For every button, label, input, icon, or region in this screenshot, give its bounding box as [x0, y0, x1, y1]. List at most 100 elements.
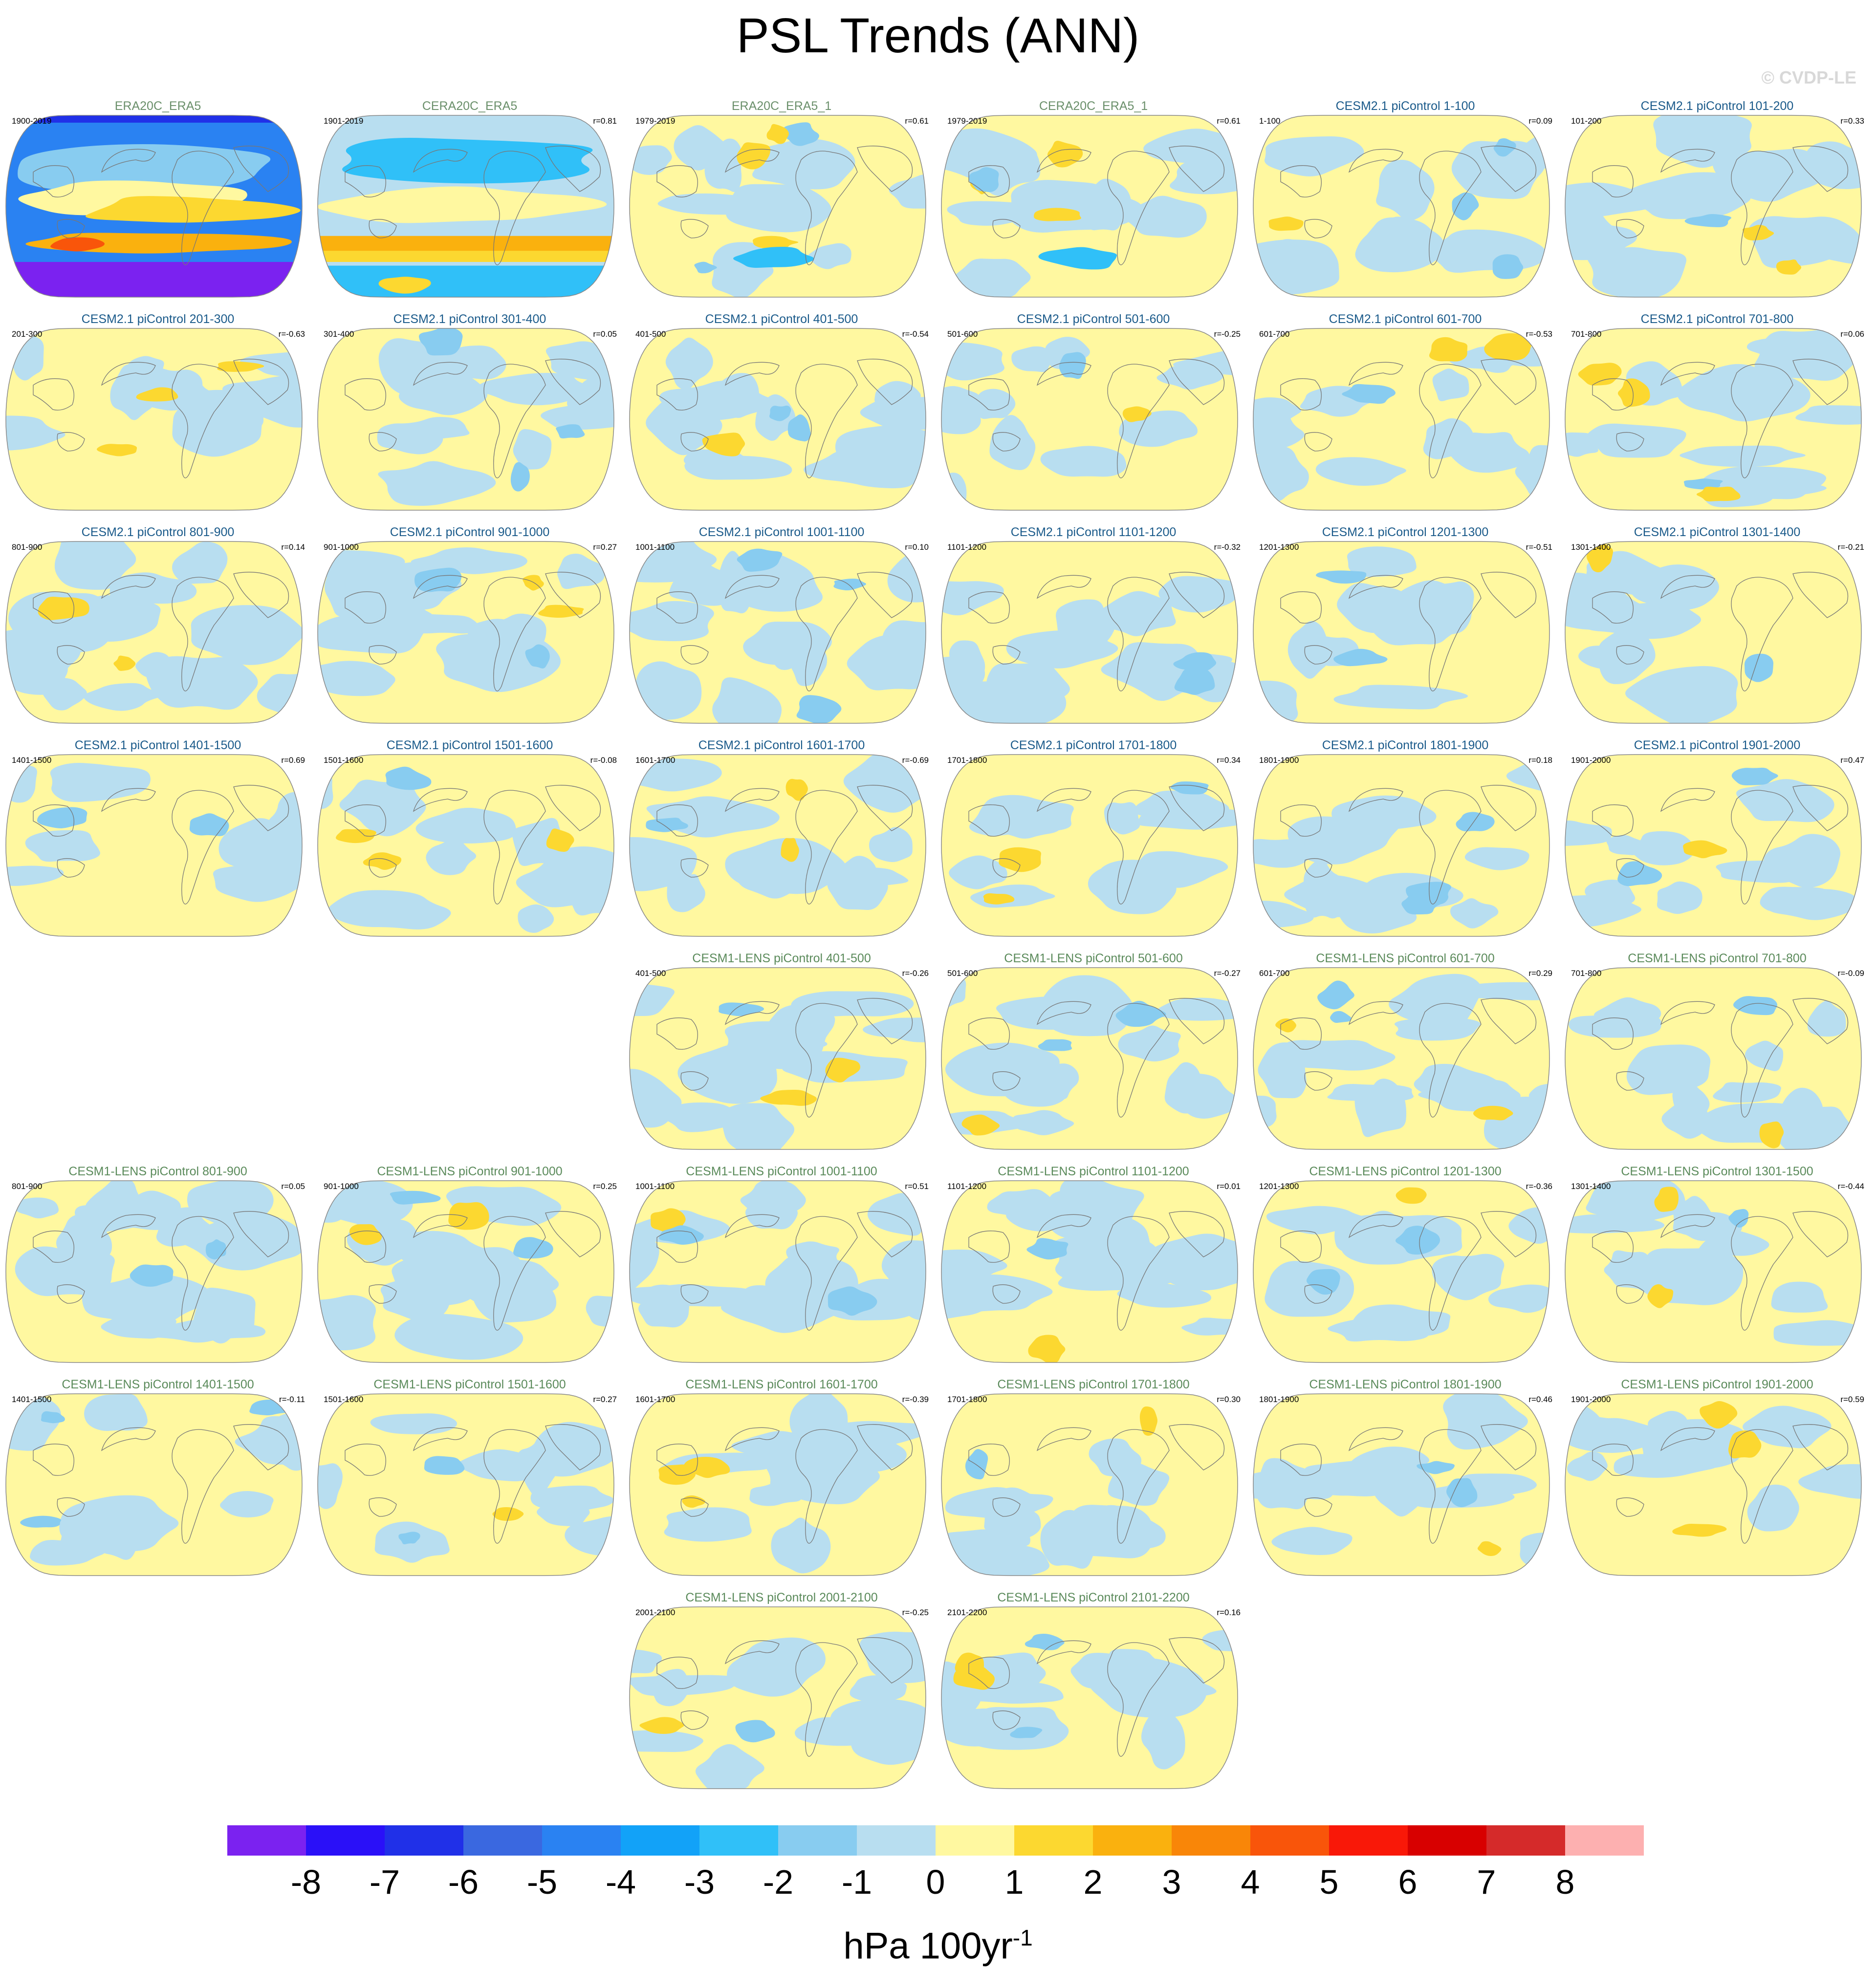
trend-region	[1173, 349, 1238, 376]
colorbar-tick-label: 2	[1084, 1863, 1103, 1901]
coastline	[724, 1640, 780, 1665]
trend-region	[941, 473, 967, 510]
panel-correlation: r=0.09	[1528, 116, 1552, 126]
panel-years: 1601-1700	[635, 756, 676, 765]
coastline	[1169, 146, 1225, 192]
trend-region	[1807, 1000, 1846, 1037]
coastline	[857, 1424, 913, 1471]
coastline	[413, 788, 468, 812]
map-border	[1565, 1393, 1862, 1576]
panel-correlation: r=0.10	[905, 542, 929, 552]
trend-region	[328, 890, 451, 930]
page-title: PSL Trends (ANN)	[736, 8, 1140, 63]
robinson-map	[1253, 754, 1550, 937]
coastline	[1616, 645, 1644, 665]
trend-extreme	[1759, 1121, 1784, 1148]
trend-field	[1253, 968, 1549, 1149]
trend-region	[191, 605, 302, 665]
map-border	[5, 754, 303, 937]
coastline	[345, 591, 386, 624]
panel-correlation: r=-0.54	[902, 329, 929, 339]
trend-extreme	[1026, 1238, 1069, 1260]
coastline	[1280, 591, 1322, 624]
trend-extreme	[1586, 541, 1614, 573]
coastline	[413, 1427, 468, 1451]
robinson-map	[629, 1180, 926, 1363]
map-panel: CESM2.1 piControl 1-100 1-100 r=0.09	[1251, 99, 1559, 314]
trend-region	[1389, 973, 1482, 1034]
map-panel: CESM2.1 piControl 701-800 701-800 r=0.06	[1563, 312, 1871, 527]
map-panel: CESM2.1 piControl 401-500 401-500 r=-0.54	[628, 312, 936, 527]
coastline	[724, 788, 780, 812]
coastline	[101, 575, 156, 599]
panel-correlation: r=0.30	[1217, 1395, 1241, 1404]
trend-region	[1104, 802, 1140, 835]
trend-region	[50, 763, 151, 802]
trend-field	[1565, 541, 1861, 723]
coastline	[1792, 998, 1849, 1044]
trend-extreme	[1728, 1430, 1762, 1459]
map-panel: CESM1-LENS piControl 1401-1500 1401-1500 r…	[4, 1377, 312, 1592]
panel-correlation: r=0.51	[905, 1182, 929, 1191]
map-panel: ERA20C_ERA5_1 1979-2019 r=0.61	[628, 99, 936, 314]
trend-extreme	[1401, 890, 1443, 915]
robinson-map	[1565, 541, 1862, 724]
coastline	[795, 790, 858, 905]
coastline	[1660, 149, 1715, 173]
panel-title: CESM1-LENS piControl 1501-1600	[373, 1378, 566, 1391]
trend-region	[1565, 182, 1664, 217]
panel-years: 101-200	[1571, 116, 1602, 126]
coastline	[1304, 1071, 1332, 1091]
map-border	[317, 541, 614, 724]
trend-extreme	[1333, 649, 1388, 667]
colorbar-swatch	[778, 1825, 857, 1856]
trend-region	[1274, 1040, 1396, 1071]
trend-field	[6, 1181, 302, 1362]
land-outline	[656, 1211, 913, 1331]
trend-region	[6, 628, 81, 684]
trend-field	[318, 1181, 614, 1362]
coastline	[1169, 785, 1225, 831]
trend-region	[1055, 1505, 1166, 1557]
panel-correlation: r=-0.27	[1214, 969, 1241, 978]
trend-extreme	[1010, 1727, 1043, 1738]
trend-region	[869, 827, 913, 863]
coastline	[1660, 362, 1715, 386]
coastline	[545, 1424, 601, 1471]
coastline	[1107, 790, 1170, 905]
map-panel: CESM2.1 piControl 801-900 801-900 r=0.14	[4, 525, 312, 740]
coastline	[483, 364, 546, 478]
panel-correlation: r=0.61	[905, 116, 929, 126]
land-outline	[1280, 572, 1537, 692]
panel-title: CESM2.1 piControl 301-400	[393, 312, 546, 326]
trend-region	[1348, 1304, 1451, 1338]
coastline	[1731, 1429, 1793, 1544]
trend-region	[1680, 445, 1806, 467]
trend-extreme	[828, 1286, 877, 1316]
trend-region	[630, 145, 672, 175]
panel-years: 1301-1400	[1571, 1182, 1611, 1191]
coastline	[795, 1003, 858, 1118]
trend-region	[1528, 1083, 1549, 1109]
panel-years: 1001-1100	[635, 542, 675, 552]
coastline	[1592, 165, 1634, 197]
trend-extreme	[953, 1665, 995, 1690]
trend-region	[6, 865, 64, 886]
robinson-map	[629, 1606, 926, 1789]
trend-field	[318, 328, 614, 510]
panel-title: CESM2.1 piControl 401-500	[705, 312, 858, 326]
coastline	[795, 364, 858, 478]
coastline	[1592, 1444, 1634, 1476]
trend-region	[1450, 898, 1499, 929]
panel-correlation: r=0.47	[1840, 756, 1864, 765]
trend-region	[791, 991, 914, 1017]
trend-region	[1087, 1658, 1207, 1718]
colorbar-tick-label: -2	[763, 1863, 793, 1901]
map-panel: ERA20C_ERA5 1900-2019	[4, 99, 312, 314]
trend-region	[342, 138, 593, 184]
colorbar-tick-label: -4	[606, 1863, 636, 1901]
coastline	[992, 1710, 1021, 1730]
trend-field	[630, 541, 926, 723]
coastline	[1616, 1284, 1644, 1304]
robinson-map	[941, 1606, 1238, 1789]
